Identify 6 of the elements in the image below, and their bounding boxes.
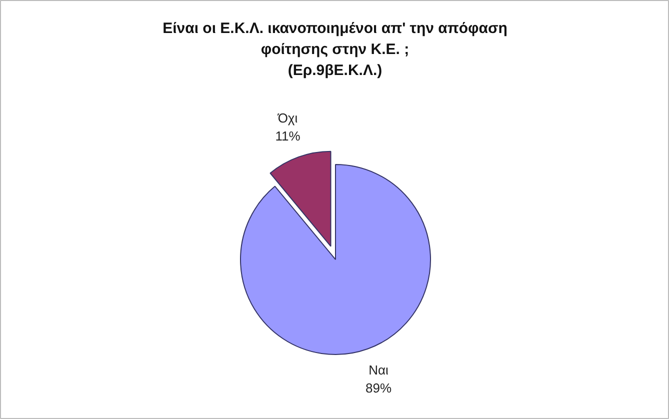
data-label: 11% (275, 128, 301, 144)
chart-subtitle: (Ερ.9βΕ.Κ.Λ.) (288, 62, 382, 79)
data-label: 89% (366, 380, 392, 396)
slice-label: Όχι (276, 110, 298, 126)
chart-title: Είναι οι Ε.Κ.Λ. ικανοποιημένοι απ' την απόφαση φοίτησης στην Κ.Ε. ; (162, 20, 508, 58)
slice-label: Ναι (368, 362, 389, 378)
